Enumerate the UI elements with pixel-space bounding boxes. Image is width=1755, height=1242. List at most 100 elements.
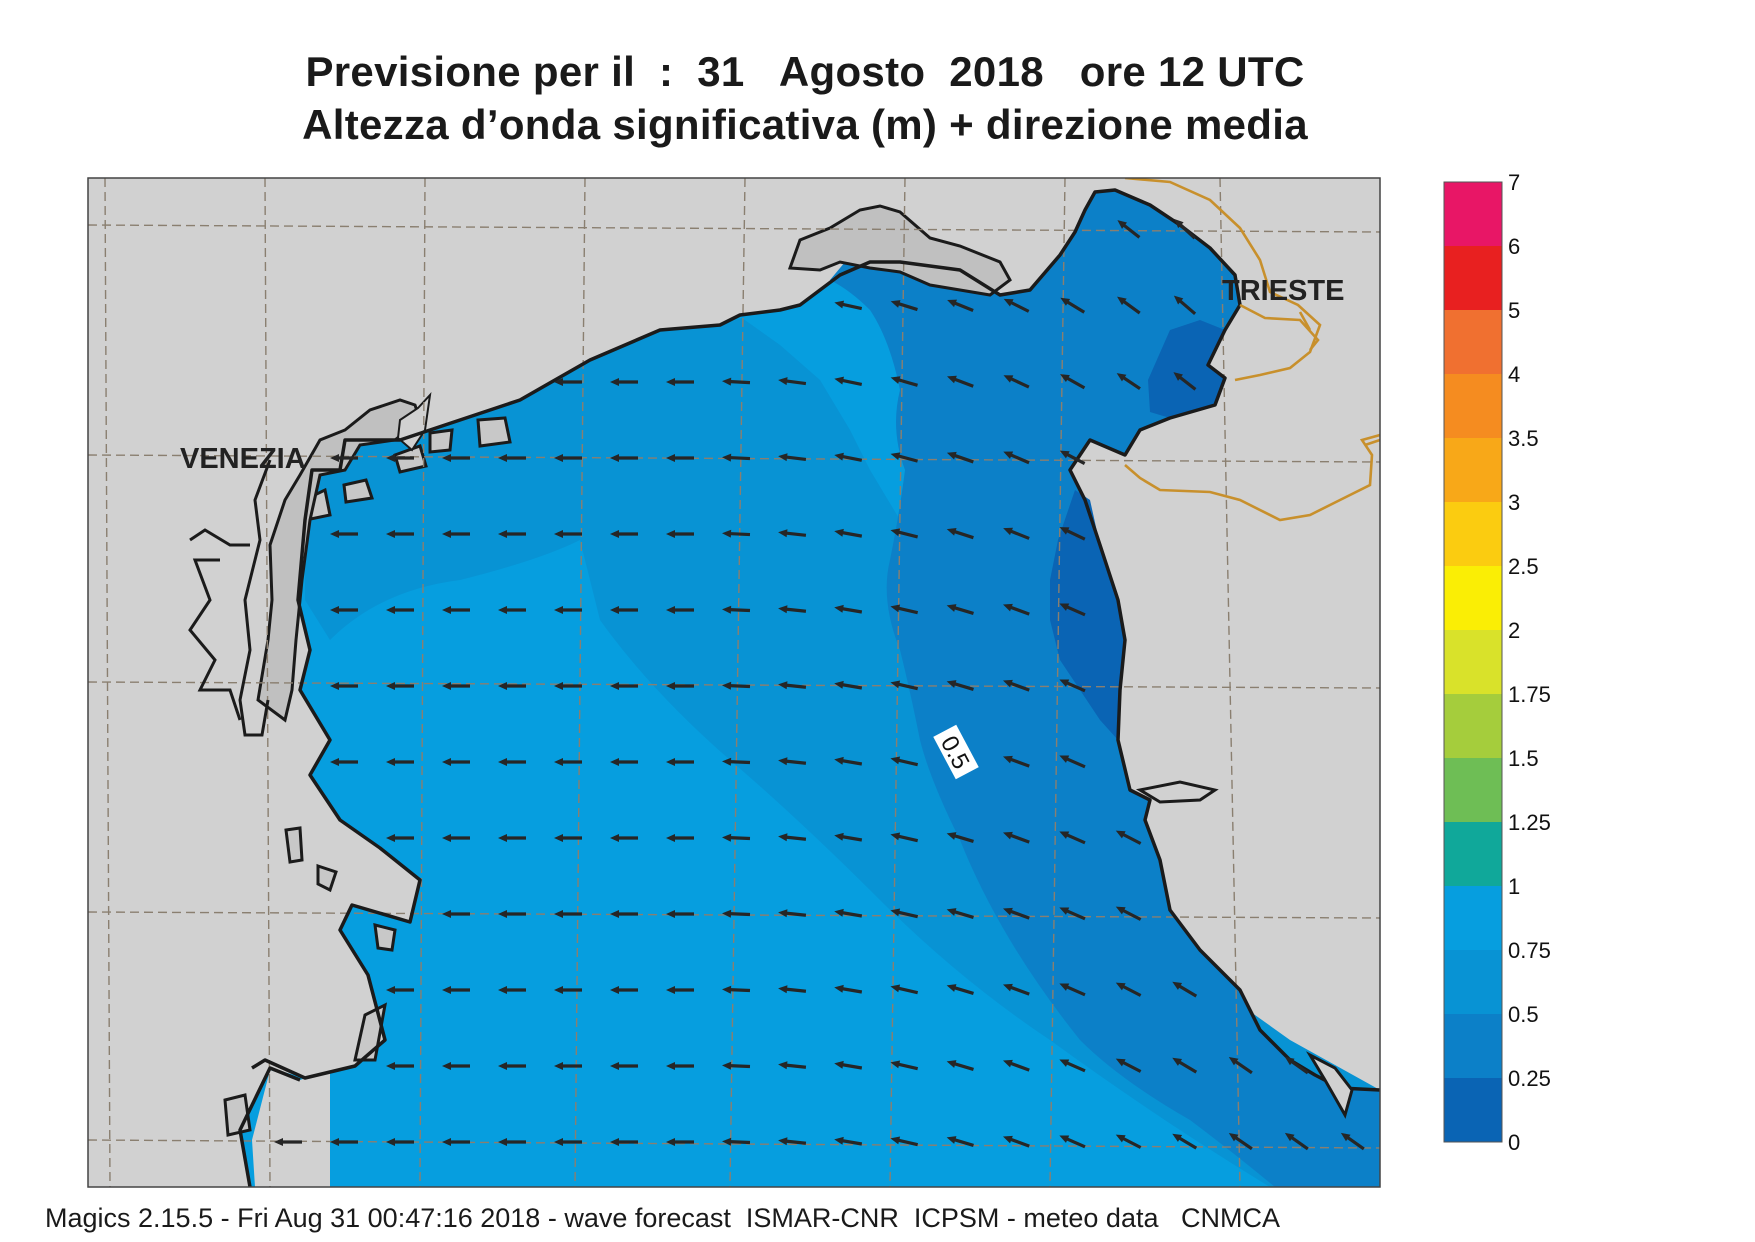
direction-arrow-head (722, 453, 732, 462)
direction-arrow-head (330, 1138, 339, 1146)
direction-arrow-head (778, 605, 788, 614)
direction-arrow-head (442, 606, 451, 614)
direction-arrow-head (947, 375, 957, 384)
direction-arrow-head (722, 985, 732, 994)
direction-arrow-head (330, 454, 339, 462)
direction-arrow-head (554, 454, 563, 462)
direction-arrow-head (610, 454, 619, 462)
legend-label: 3 (1508, 490, 1520, 515)
direction-arrow-head (554, 910, 563, 918)
legend-swatch (1444, 630, 1502, 694)
direction-arrow-head (498, 758, 507, 766)
direction-arrow-head (666, 834, 675, 842)
legend-label: 1.5 (1508, 746, 1539, 771)
direction-arrow-head (498, 1138, 507, 1146)
direction-arrow-head (498, 454, 507, 462)
wave-direction-arrows (274, 219, 1365, 1151)
legend-label: 1.75 (1508, 682, 1551, 707)
direction-arrow-head (442, 454, 451, 462)
direction-arrow-head (1228, 1056, 1239, 1066)
direction-arrow-head (554, 1138, 563, 1146)
direction-arrow-head (1284, 1056, 1295, 1066)
direction-arrow-head (1059, 983, 1070, 991)
city-label-trieste: TRIESTE (1222, 275, 1344, 307)
direction-arrow-head (946, 984, 957, 992)
direction-arrow-head (386, 606, 395, 614)
direction-arrow-head (1173, 295, 1184, 305)
direction-arrow-head (554, 758, 563, 766)
legend-label: 3.5 (1508, 426, 1539, 451)
direction-arrow-head (890, 756, 901, 765)
direction-arrow-head (666, 986, 675, 994)
western-lagoon-outline (188, 459, 272, 737)
direction-arrow-head (1115, 906, 1126, 915)
direction-arrow-head (1116, 373, 1127, 382)
direction-arrow-head (834, 756, 844, 765)
direction-arrow-head (498, 606, 507, 614)
direction-arrow-head (834, 528, 844, 537)
title-line-1: Previsione per il : 31 Agosto 2018 ore 1… (305, 48, 1305, 95)
direction-arrow-head (778, 453, 788, 462)
direction-arrow-head (1228, 1132, 1239, 1142)
direction-arrow-head (946, 451, 957, 460)
direction-arrow-head (610, 834, 619, 842)
direction-arrow-head (442, 682, 451, 690)
direction-arrow-head (722, 757, 732, 766)
city-label-venezia: VENEZIA (180, 443, 306, 475)
direction-arrow-head (946, 680, 957, 688)
legend-label: 5 (1508, 298, 1520, 323)
direction-arrow-head (1003, 375, 1014, 383)
direction-arrow-head (386, 986, 395, 994)
direction-arrow-head (1172, 981, 1183, 990)
direction-arrow-head (722, 529, 732, 538)
direction-arrow-head (778, 1061, 788, 1070)
direction-arrow-head (890, 1060, 901, 1069)
legend-swatch (1444, 1014, 1502, 1078)
direction-arrow-head (1002, 1059, 1013, 1068)
direction-arrow-head (1117, 220, 1127, 229)
direction-arrow-head (666, 682, 675, 690)
direction-arrow-head (778, 985, 788, 994)
direction-arrow-head (834, 300, 845, 309)
legend-swatch (1444, 246, 1502, 310)
direction-arrow-head (946, 1136, 957, 1144)
direction-arrow-head (1115, 1134, 1126, 1143)
direction-arrow-head (554, 682, 563, 690)
direction-arrow-head (890, 528, 901, 537)
direction-arrow-head (610, 910, 619, 918)
direction-arrow-head (1115, 1058, 1126, 1067)
direction-arrow-head (778, 833, 788, 842)
direction-arrow-head (442, 1138, 451, 1146)
direction-arrow-head (610, 378, 619, 386)
direction-arrow-head (834, 1060, 844, 1069)
direction-arrow-head (666, 378, 675, 386)
legend-swatch (1444, 822, 1502, 886)
legend-label: 1.25 (1508, 810, 1551, 835)
legend-label: 2 (1508, 618, 1520, 643)
direction-arrow-head (890, 984, 901, 993)
grado-lagoon-land (787, 204, 1012, 297)
direction-arrow-head (890, 832, 901, 841)
direction-arrow-head (778, 681, 788, 690)
direction-arrow-head (1060, 374, 1070, 383)
direction-arrow-head (947, 299, 957, 308)
direction-arrow-head (1059, 679, 1070, 687)
legend-label: 0.75 (1508, 938, 1551, 963)
direction-arrow-head (442, 758, 451, 766)
direction-arrow-head (890, 452, 901, 461)
direction-arrow-head (834, 1136, 844, 1145)
direction-arrow-head (666, 910, 675, 918)
direction-arrow-head (498, 986, 507, 994)
direction-arrow-head (666, 530, 675, 538)
direction-arrow-head (834, 604, 844, 613)
direction-arrow-head (946, 832, 957, 840)
direction-arrow-head (386, 834, 395, 842)
direction-arrow-head (778, 377, 788, 386)
direction-arrow-head (1172, 1057, 1183, 1066)
direction-arrow-head (834, 908, 844, 917)
direction-arrow-head (554, 530, 563, 538)
legend-label: 1 (1508, 874, 1520, 899)
direction-arrow-head (1002, 755, 1013, 764)
legend-frame (1443, 181, 1503, 1143)
